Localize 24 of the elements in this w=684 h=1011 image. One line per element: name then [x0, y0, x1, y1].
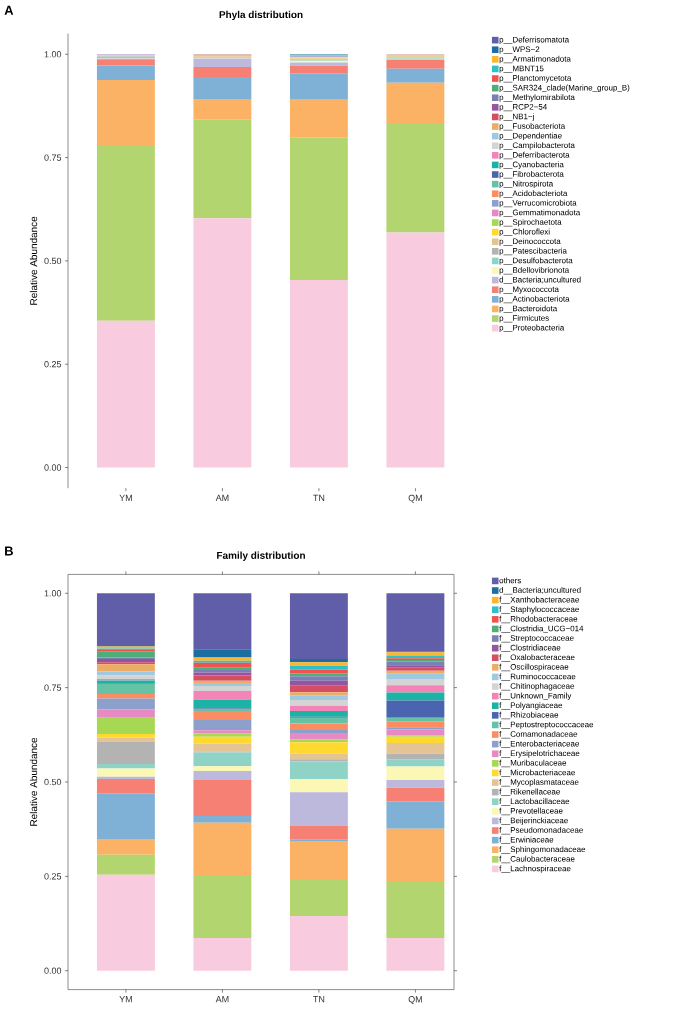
y-tick-label: 0.00	[44, 464, 62, 471]
x-tick-label: TN	[313, 996, 325, 1003]
x-tick-label: YM	[119, 996, 132, 1003]
x-tick-label: AM	[215, 996, 229, 1003]
x-tick-label: AM	[215, 494, 229, 501]
y-axis-title: Relative Abundance	[29, 737, 38, 826]
y-tick-label: 0.50	[44, 778, 62, 786]
x-tick-label: QM	[408, 494, 422, 503]
y-tick-label: 0.00	[44, 967, 62, 974]
x-tick-label: QM	[408, 996, 422, 1005]
y-axis-title: Relative Abundance	[29, 216, 38, 305]
chart-title: Phyla distribution	[219, 10, 303, 21]
y-tick-label: 1.00	[44, 51, 62, 58]
text: A	[4, 5, 14, 15]
x-tick-label: TN	[313, 494, 325, 501]
y-tick-label: 0.25	[44, 361, 62, 368]
y-tick-label: 0.50	[44, 257, 62, 265]
y-tick-label: 0.75	[44, 154, 62, 161]
x-tick-label: YM	[119, 494, 132, 501]
text: B	[5, 546, 13, 556]
chart-title: Family distribution	[217, 551, 305, 561]
y-tick-label: 0.75	[44, 684, 62, 691]
y-tick-label: 1.00	[44, 590, 62, 597]
y-tick-label: 0.25	[44, 873, 62, 880]
